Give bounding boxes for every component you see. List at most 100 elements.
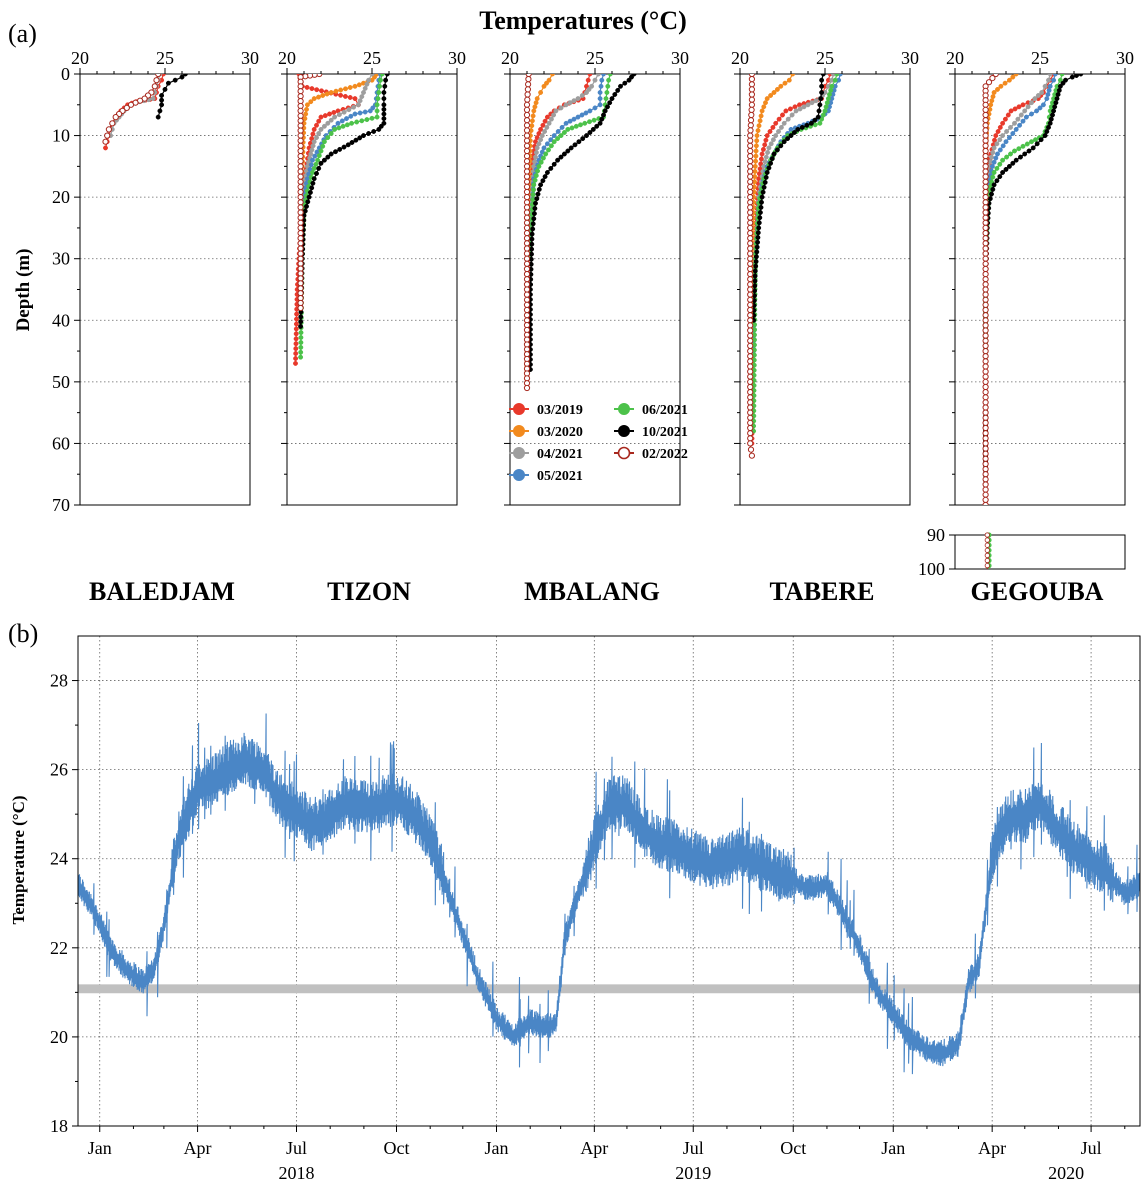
- profile-marker-06-2021: [582, 120, 588, 126]
- profile-marker-10-2021: [602, 108, 608, 114]
- profile-marker-02-2022: [747, 255, 754, 262]
- profile-marker-06-2021: [340, 123, 346, 129]
- profile-marker-03-2019: [770, 124, 776, 130]
- profile-marker-04-2021: [351, 104, 357, 110]
- profile-marker-02-2022: [982, 286, 989, 293]
- profile-marker-03-2020: [763, 100, 768, 106]
- profile-marker-10-2021: [788, 133, 794, 139]
- x-tick-label: 20: [501, 48, 519, 68]
- x-tick-label: Jul: [1081, 1138, 1102, 1158]
- profile-marker-04-2021: [770, 137, 776, 143]
- x-tick-label: 20: [278, 48, 296, 68]
- profile-marker-02-2022: [523, 204, 531, 211]
- profile-marker-02-2022: [982, 363, 989, 370]
- profile-marker-10-2021: [759, 199, 764, 205]
- profile-marker-02-2022: [982, 332, 989, 339]
- profile-marker-04-2021: [563, 102, 569, 108]
- profile-marker-02-2022: [523, 384, 531, 392]
- profile-marker-02-2022: [982, 204, 989, 211]
- y-tick-label: 18: [50, 1116, 68, 1136]
- profile-marker-06-2021: [374, 102, 380, 108]
- profile-marker-02-2022: [523, 111, 531, 119]
- profile-marker-04-2021: [316, 131, 322, 136]
- profile-marker-02-2022: [982, 142, 989, 149]
- profile-marker-02-2022: [982, 188, 989, 196]
- profile-marker-10-2021: [1055, 92, 1061, 97]
- profile-marker-02-2022: [747, 127, 754, 134]
- profile-marker-06-2021: [829, 83, 835, 89]
- profile-marker-02-2022: [524, 96, 531, 103]
- profile-marker-06-2021: [536, 163, 542, 169]
- profile-marker-02-2022: [982, 486, 989, 493]
- profile-marker-10-2021: [819, 77, 825, 83]
- profile-marker-10-2021: [381, 96, 387, 102]
- profile-marker-02-2022: [297, 107, 304, 115]
- profile-marker-04-2021: [536, 141, 542, 147]
- profile-marker-02-2022: [982, 312, 989, 319]
- profile-marker-06-2021: [378, 77, 383, 83]
- profile-marker-02-2022: [982, 353, 989, 360]
- profile-marker-06-2021: [834, 74, 840, 77]
- profile-marker-02-2022: [747, 250, 754, 257]
- profile-marker-10-2021: [761, 184, 767, 190]
- profile-marker-10-2021: [353, 137, 359, 143]
- profile-marker-04-2021: [789, 112, 795, 118]
- profile-marker-03-2019: [1008, 108, 1014, 114]
- x-tick-label: 25: [816, 48, 834, 68]
- profile-marker-10-2021: [584, 133, 589, 139]
- profile-marker-02-2022: [982, 317, 989, 324]
- profile-marker-04-2021: [538, 137, 544, 143]
- profile-marker-10-2021: [572, 142, 578, 148]
- profile-marker-02-2022: [982, 281, 989, 288]
- profile-marker-02-2022: [523, 137, 531, 144]
- legend-item-03-2020: 03/2020: [509, 425, 583, 440]
- y-tick-label: 20: [52, 187, 70, 207]
- profile-marker-03-2020: [538, 90, 544, 95]
- profile-marker-06-2021: [561, 130, 567, 135]
- x-tick-label: Apr: [978, 1138, 1006, 1158]
- profile-marker-02-2022: [523, 271, 531, 278]
- legend-swatch-marker: [513, 447, 525, 459]
- profile-marker-02-2022: [982, 178, 989, 185]
- profile-marker-02-2022: [982, 194, 989, 201]
- profile-marker-02-2022: [747, 224, 754, 231]
- profile-marker-10-2021: [1010, 160, 1016, 166]
- profile-marker-03-2020: [756, 123, 762, 129]
- profile-marker-06-2021: [1024, 141, 1030, 147]
- profile-marker-06-2021: [543, 151, 549, 157]
- profile-marker-03-2019: [767, 129, 773, 134]
- profile-marker-02-2022: [112, 114, 119, 121]
- profile-marker-02-2022: [524, 86, 532, 93]
- profile-marker-03-2020: [303, 111, 309, 117]
- profile-marker-03-2020: [352, 83, 358, 89]
- profile-marker-06-2021: [591, 117, 597, 123]
- profile-marker-06-2021: [530, 192, 536, 198]
- profile-marker-02-2022: [523, 188, 531, 196]
- profile-marker-03-2019: [311, 126, 317, 132]
- profile-marker-02-2022: [982, 265, 989, 273]
- legend-item-05-2021: 05/2021: [509, 469, 583, 484]
- profile-marker-04-2021: [567, 100, 573, 106]
- x-tick-label: 25: [1031, 48, 1049, 68]
- profile-marker-05-2021: [1040, 102, 1046, 108]
- profile-marker-04-2021: [1004, 129, 1010, 134]
- profile-marker-02-2022: [747, 389, 754, 396]
- profile-marker-03-2019: [293, 321, 299, 327]
- profile-marker-02-2022: [748, 74, 755, 78]
- profile-marker-03-2019: [304, 84, 310, 90]
- profile-marker-02-2022: [297, 280, 304, 287]
- profile-marker-04-2021: [533, 150, 539, 155]
- inset-marker-02-2022: [984, 542, 990, 548]
- profile-marker-03-2019: [762, 142, 768, 148]
- x-tick-label: 25: [586, 48, 604, 68]
- profile-marker-02-2022: [523, 163, 531, 170]
- profile-marker-10-2021: [987, 196, 993, 202]
- profile-marker-04-2021: [1022, 108, 1028, 114]
- profile-marker-03-2019: [997, 124, 1003, 130]
- profile-marker-02-2022: [523, 194, 531, 201]
- legend-label: 03/2020: [537, 425, 583, 440]
- profile-marker-06-2021: [540, 155, 546, 161]
- profile-marker-02-2022: [747, 245, 754, 252]
- profile-marker-06-2021: [1020, 143, 1026, 149]
- profile-marker-02-2022: [102, 138, 109, 145]
